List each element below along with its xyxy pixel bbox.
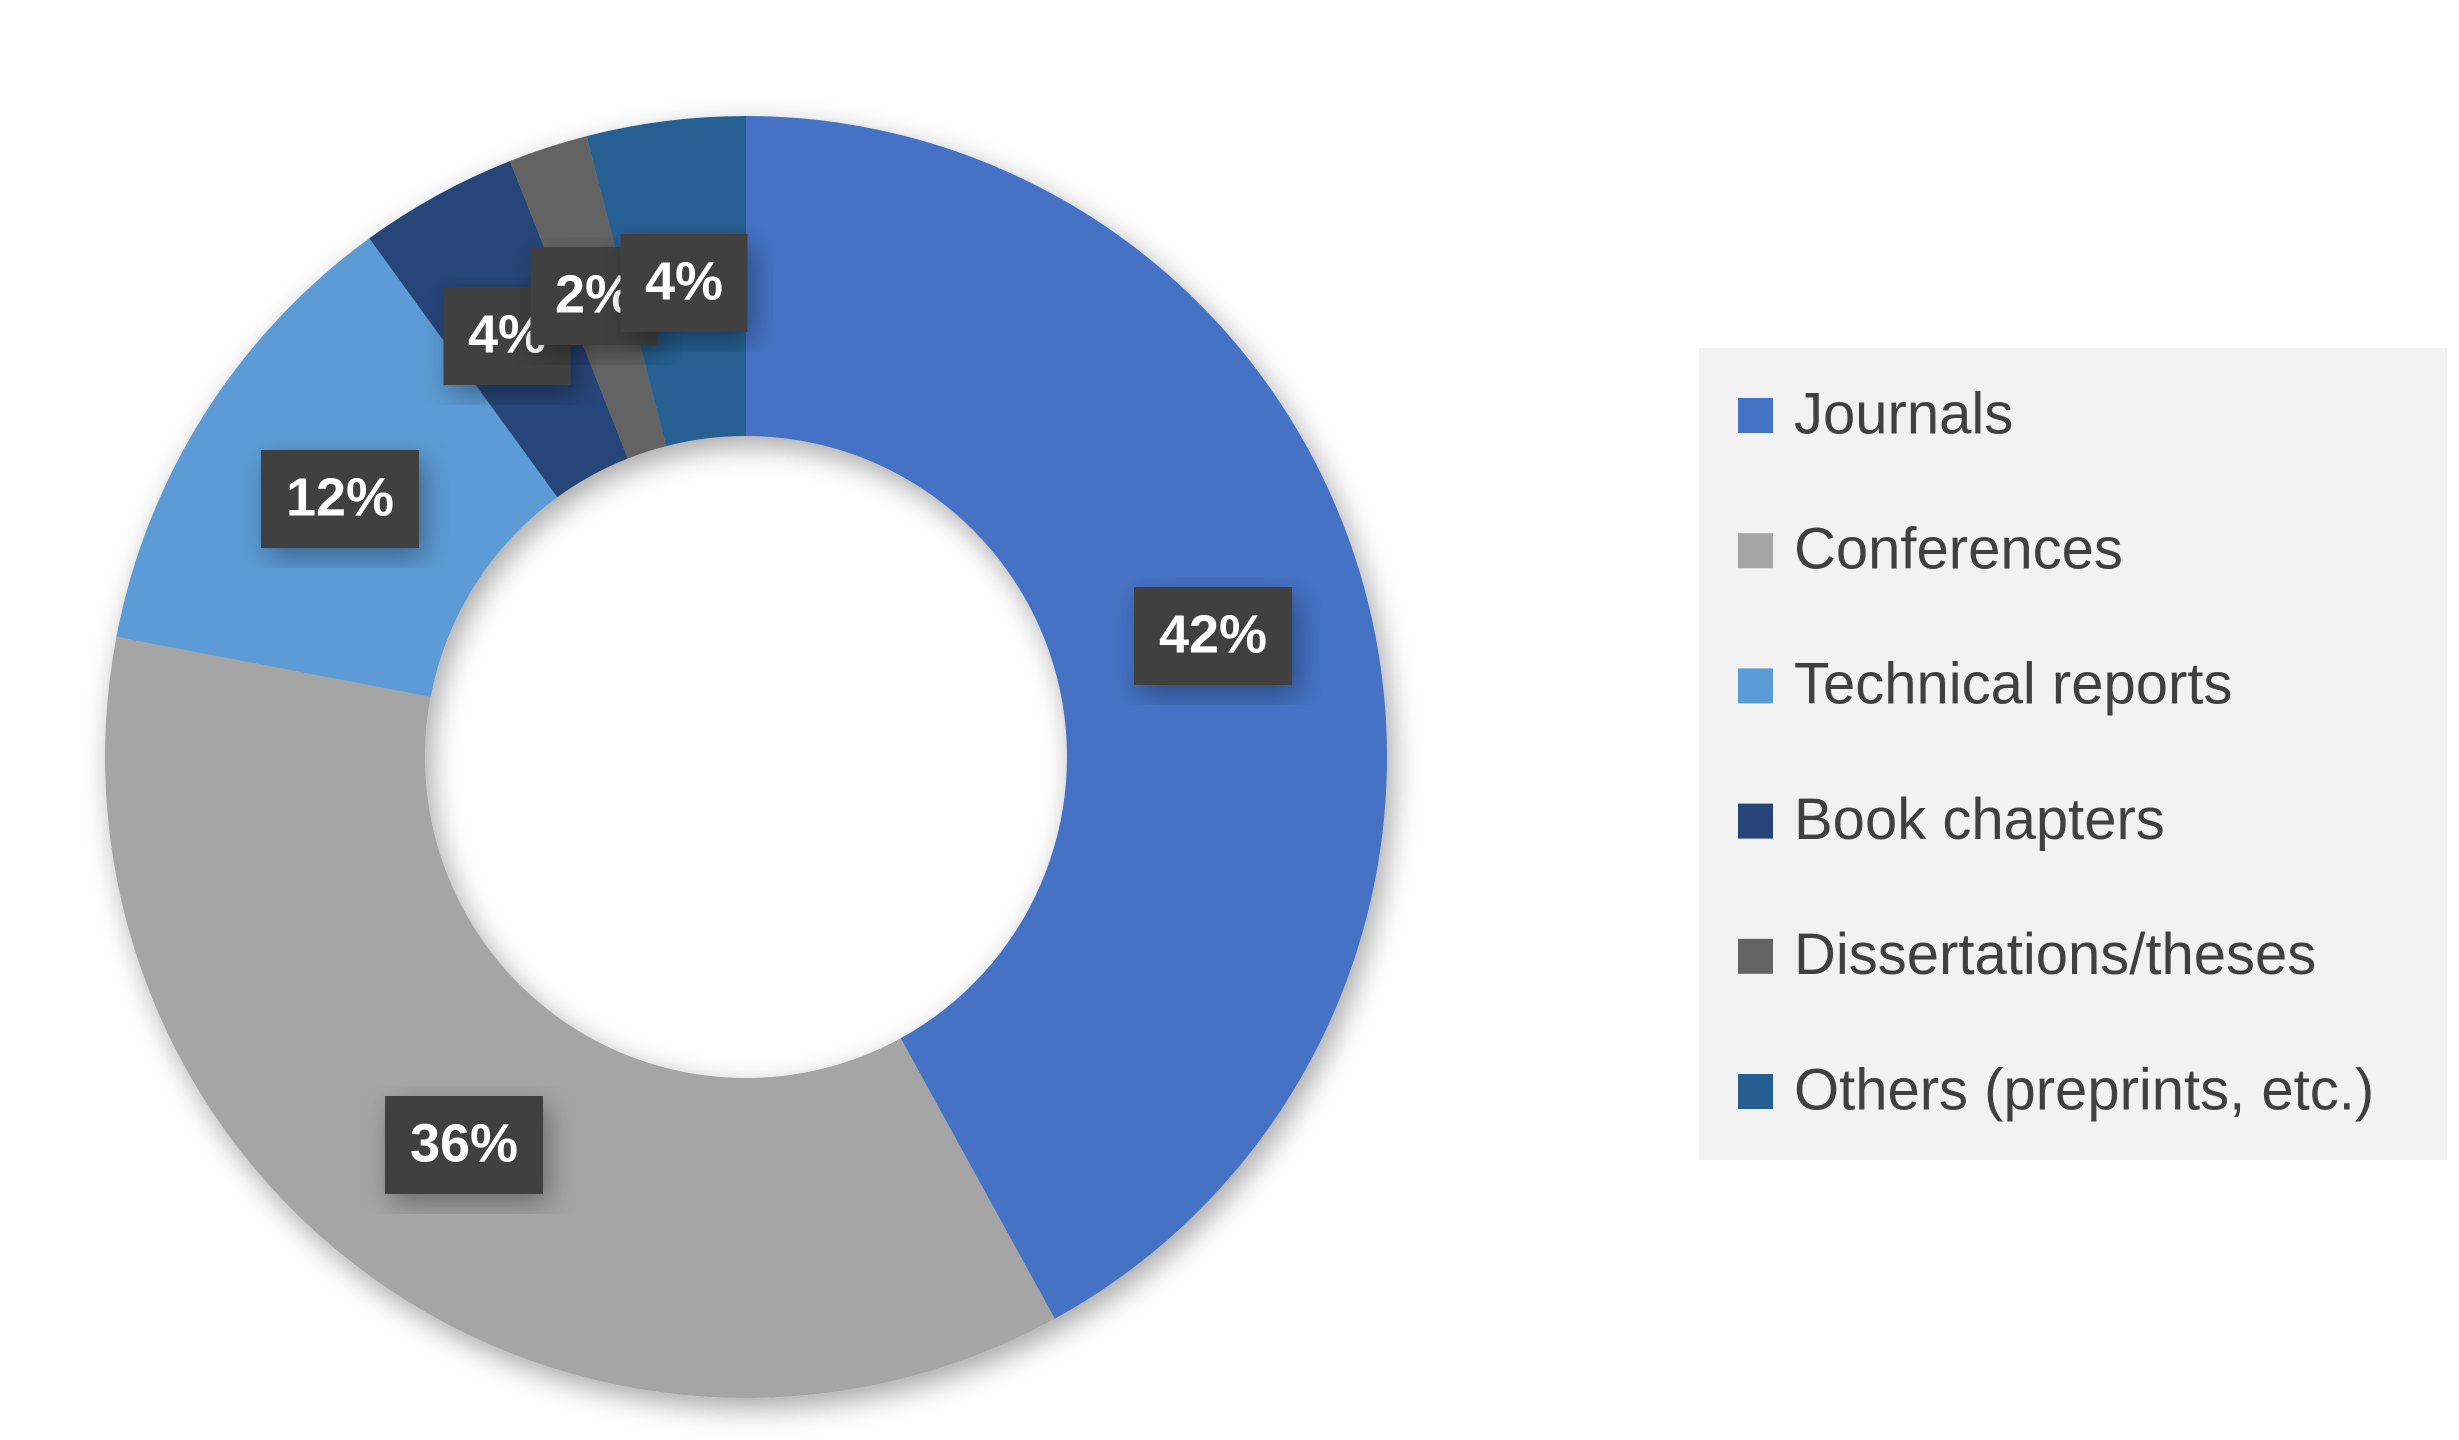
legend-label: Others (preprints, etc.) <box>1794 1057 2374 1122</box>
donut <box>105 116 1387 1398</box>
legend-label: Technical reports <box>1794 652 2232 717</box>
data-label: 2% <box>555 264 633 324</box>
legend-swatch <box>1738 398 1773 433</box>
data-labels: 42%36%12%4%2% 4% <box>261 234 1292 1194</box>
data-label: 4% <box>645 251 723 311</box>
data-label: 36% <box>410 1113 518 1173</box>
legend-label: Dissertations/theses <box>1794 922 2316 987</box>
legend-label: Book chapters <box>1794 787 2165 852</box>
legend-swatch <box>1738 1074 1773 1109</box>
legend-swatch <box>1738 938 1773 974</box>
legend: Journals Conferences Technical reports Book… <box>1738 381 2374 1122</box>
label-box <box>261 450 419 548</box>
slice <box>746 116 1387 1319</box>
legend-swatch <box>1738 803 1773 839</box>
legend-box <box>1699 348 2447 1160</box>
legend-swatch <box>1738 668 1773 704</box>
slice <box>105 636 1055 1398</box>
data-label: 12% <box>286 467 394 527</box>
data-label: 42% <box>1159 604 1267 664</box>
label-box <box>620 234 748 332</box>
legend-swatch <box>1738 533 1773 569</box>
label-box <box>1134 587 1292 685</box>
label-box <box>385 1096 543 1194</box>
legend-label: Conferences <box>1794 517 2123 582</box>
legend-label: Journals <box>1794 381 2013 446</box>
